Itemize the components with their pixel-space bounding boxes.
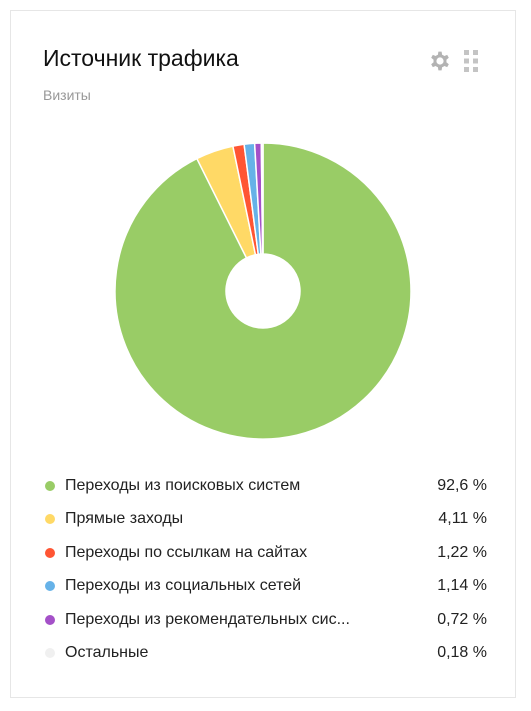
legend-marker-icon <box>45 480 55 491</box>
legend-value: 0,18 % <box>437 644 487 662</box>
legend-label: Прямые заходы <box>65 510 184 528</box>
legend-label: Переходы из рекомендательных сис... <box>65 610 350 628</box>
legend-marker-icon <box>45 547 55 558</box>
legend-item[interactable]: Переходы из поисковых систем 92,6 % <box>43 469 487 503</box>
legend-label: Переходы из социальных сетей <box>65 577 302 595</box>
legend-item[interactable]: Переходы по ссылкам на сайтах 1,22 % <box>43 536 487 570</box>
pie-chart <box>114 142 412 440</box>
traffic-source-widget: Источник трафика Визиты Переходы из поис… <box>10 10 516 698</box>
widget-subtitle: Визиты <box>43 87 91 103</box>
widget-title: Источник трафика <box>43 45 239 71</box>
legend-item[interactable]: Переходы из рекомендательных сис... 0,72 … <box>43 603 487 637</box>
legend-marker-icon <box>45 514 55 525</box>
legend-value: 92,6 % <box>437 476 487 494</box>
chart-legend: Переходы из поисковых систем 92,6 % Прямые… <box>43 469 487 670</box>
pie-slice-5[interactable] <box>260 142 264 255</box>
legend-value: 1,14 % <box>437 577 487 595</box>
legend-item[interactable]: Остальные 0,18 % <box>43 637 487 671</box>
legend-value: 0,72 % <box>437 610 487 628</box>
legend-item[interactable]: Прямые заходы 4,11 % <box>43 503 487 537</box>
legend-marker-icon <box>45 648 55 659</box>
legend-value: 1,22 % <box>437 543 487 561</box>
legend-marker-icon <box>45 581 55 592</box>
legend-marker-icon <box>45 614 55 625</box>
drag-handle-icon[interactable] <box>464 50 478 72</box>
legend-item[interactable]: Переходы из социальных сетей 1,14 % <box>43 570 487 604</box>
legend-label: Переходы по ссылкам на сайтах <box>65 543 308 561</box>
legend-label: Остальные <box>65 644 149 662</box>
gear-icon[interactable] <box>428 49 452 73</box>
legend-label: Переходы из поисковых систем <box>65 476 301 494</box>
legend-value: 4,11 % <box>438 510 487 528</box>
pie-slice-0[interactable] <box>114 142 412 440</box>
